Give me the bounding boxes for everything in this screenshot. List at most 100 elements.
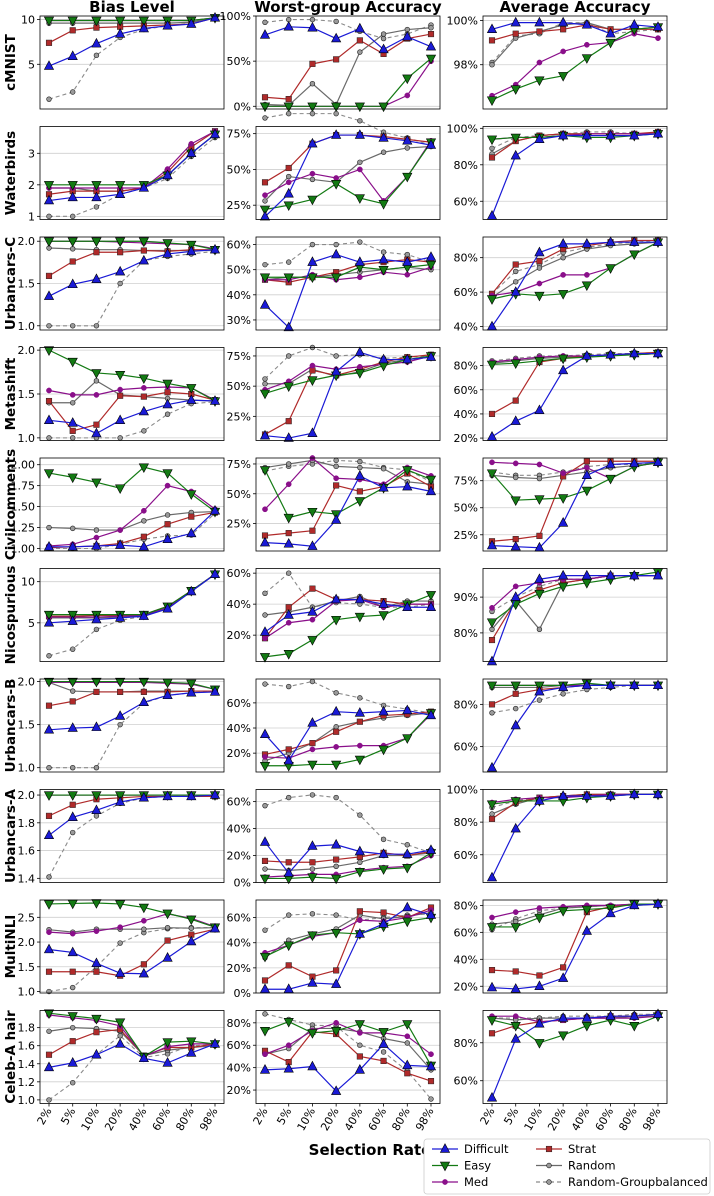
point-easy: [186, 915, 197, 926]
point-difficult: [402, 480, 413, 491]
series-difficult: [43, 504, 221, 551]
series-difficult: [43, 394, 221, 438]
point-easy: [354, 1020, 365, 1030]
point-random-groupbalanced: [70, 435, 76, 441]
point-difficult: [331, 1085, 342, 1095]
point-difficult: [67, 615, 78, 625]
point-difficult: [558, 681, 569, 692]
series-line-difficult: [48, 249, 216, 297]
y-tick-label: 1.0: [18, 762, 36, 775]
series-difficult: [486, 1008, 664, 1102]
point-easy: [425, 591, 437, 601]
point-difficult: [558, 517, 569, 527]
point-difficult: [378, 481, 389, 492]
point-difficult: [115, 188, 126, 198]
point-strat: [93, 1029, 100, 1036]
point-easy: [307, 273, 318, 284]
point-med: [93, 928, 100, 935]
point-easy: [91, 237, 102, 248]
panel-frame: [255, 1010, 441, 1104]
series-line-strat: [491, 903, 658, 977]
point-random-groupbalanced: [404, 842, 410, 848]
y-tick-label: 1.5: [18, 278, 36, 291]
series-difficult: [259, 1038, 437, 1095]
y-tick-label: 1.0: [18, 986, 36, 999]
y-tick-label: 0%: [234, 877, 251, 890]
series-difficult: [43, 1038, 221, 1072]
point-random: [380, 31, 387, 37]
point-random-groupbalanced: [262, 681, 268, 687]
point-difficult: [534, 685, 545, 696]
point-random: [560, 254, 566, 261]
point-med: [141, 507, 147, 514]
x-tick-label: 20%: [545, 1106, 568, 1134]
point-strat: [69, 27, 76, 34]
point-easy: [259, 653, 271, 663]
point-difficult: [115, 28, 126, 38]
row-label-waterbirds: Waterbirds: [3, 131, 19, 215]
series-line-easy: [265, 264, 432, 278]
point-strat: [117, 688, 124, 695]
point-strat: [140, 961, 147, 968]
y-tick-label: 1.6: [18, 1040, 36, 1053]
point-easy: [91, 369, 102, 379]
point-med: [333, 744, 339, 750]
point-easy: [534, 291, 545, 302]
point-med: [333, 475, 339, 482]
point-difficult: [115, 796, 126, 806]
x-tick-label: 98%: [640, 1106, 663, 1134]
y-tick-label: 80%: [454, 1037, 478, 1050]
point-difficult: [558, 364, 569, 375]
panel-waterbirds-average-accuracy: 60% 80% 100%: [447, 122, 668, 220]
point-random-groupbalanced: [93, 323, 100, 329]
point-strat: [261, 179, 269, 186]
point-difficult: [283, 867, 294, 877]
point-easy: [91, 677, 102, 688]
series-line-strat: [264, 711, 432, 755]
panel-celeb-a-hair-worst-group-accuracy: 20%40%60%80%2% 5% 10% 20% 40% 60% 80% 98%: [227, 1010, 441, 1133]
panel-frame: [39, 678, 225, 773]
point-strat: [309, 527, 316, 534]
point-difficult: [283, 1062, 294, 1073]
point-random-groupbalanced: [536, 697, 543, 703]
series-line-med: [49, 681, 216, 690]
point-difficult: [91, 804, 102, 815]
series-line-random: [264, 27, 432, 106]
point-strat: [188, 513, 195, 520]
point-difficult: [91, 613, 102, 624]
point-strat: [285, 530, 292, 537]
y-tick-label: 30%: [227, 314, 251, 327]
point-difficult: [186, 394, 197, 404]
point-random-groupbalanced: [286, 683, 292, 690]
point-strat: [560, 26, 567, 33]
point-difficult: [425, 1060, 437, 1071]
point-difficult: [162, 169, 173, 180]
point-difficult: [259, 536, 271, 547]
legend-entry-random: Random: [536, 1159, 616, 1173]
point-difficult: [486, 871, 498, 882]
series-line-strat: [491, 239, 658, 295]
series-line-difficult: [264, 351, 432, 439]
point-difficult: [629, 347, 640, 358]
point-med: [357, 1030, 363, 1036]
point-easy: [259, 389, 271, 400]
point-strat: [536, 532, 543, 539]
point-difficult: [91, 721, 102, 731]
point-strat: [427, 1078, 435, 1085]
point-difficult: [162, 20, 173, 30]
point-difficult: [67, 191, 78, 202]
point-difficult: [91, 957, 102, 968]
point-difficult: [43, 414, 55, 425]
column-title-worst-group-accuracy: Worst-group Accuracy: [254, 0, 442, 16]
panel-frame: [39, 126, 225, 220]
point-difficult: [138, 610, 149, 620]
point-random: [70, 1024, 76, 1031]
point-random-groupbalanced: [46, 764, 52, 771]
y-tick-label: 10: [21, 576, 35, 589]
point-difficult: [558, 16, 569, 27]
series-line-easy: [48, 1012, 216, 1058]
point-difficult: [486, 761, 498, 772]
legend-label: Easy: [464, 1159, 491, 1173]
point-difficult: [283, 187, 294, 198]
point-easy: [402, 917, 413, 928]
